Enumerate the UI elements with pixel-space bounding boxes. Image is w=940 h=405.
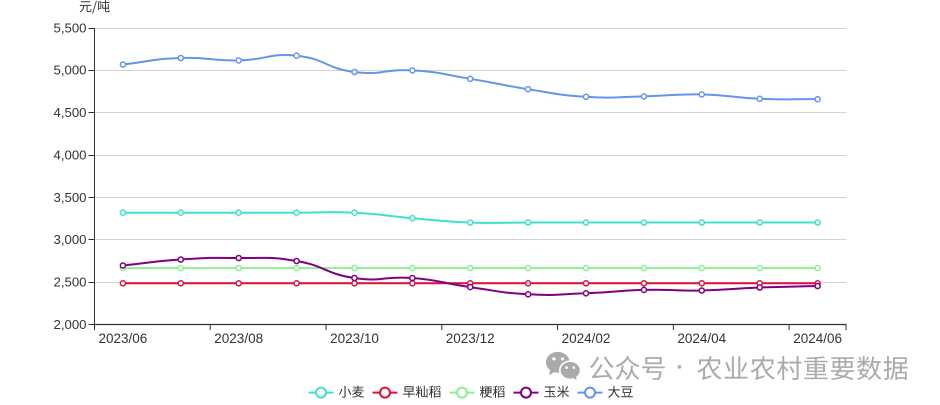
svg-text:2023/08: 2023/08	[214, 331, 263, 346]
svg-text:2,000: 2,000	[53, 317, 86, 332]
svg-text:4,000: 4,000	[53, 147, 86, 162]
svg-text:2023/06: 2023/06	[98, 331, 147, 346]
svg-text:2024/06: 2024/06	[793, 331, 842, 346]
svg-text:3,000: 3,000	[53, 232, 86, 247]
svg-text:2023/10: 2023/10	[330, 331, 379, 346]
svg-text:2024/04: 2024/04	[677, 331, 726, 346]
svg-text:5,500: 5,500	[53, 20, 86, 35]
svg-text:4,500: 4,500	[53, 105, 86, 120]
svg-text:3,500: 3,500	[53, 190, 86, 205]
svg-text:2023/12: 2023/12	[446, 331, 495, 346]
svg-text:5,000: 5,000	[53, 63, 86, 78]
svg-text:2,500: 2,500	[53, 275, 86, 290]
svg-text:2024/02: 2024/02	[562, 331, 611, 346]
